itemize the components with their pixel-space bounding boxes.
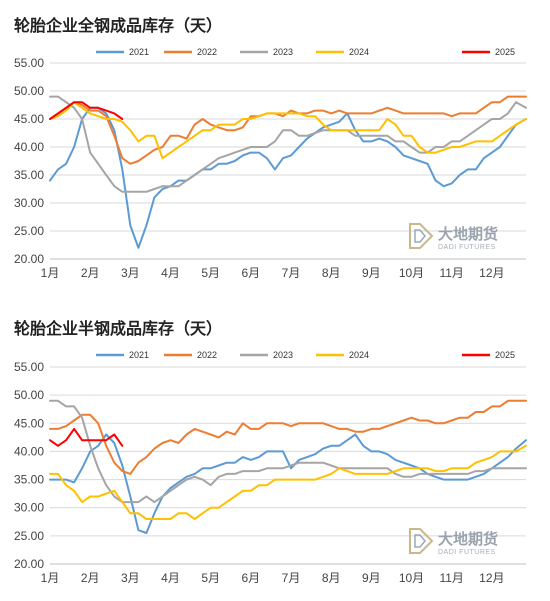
x-tick-label: 5月 <box>201 571 220 585</box>
logo-icon <box>409 223 434 249</box>
x-tick-label: 12月 <box>479 571 504 585</box>
chart-title-semi-steel: 轮胎企业半钢成品库存（天） <box>14 319 222 338</box>
y-tick-label: 50.00 <box>14 388 44 402</box>
x-tick-label: 7月 <box>282 266 301 280</box>
watermark-name-cn: 大地期货 <box>438 530 498 548</box>
x-tick-label: 9月 <box>362 571 381 585</box>
x-tick-label: 2月 <box>81 571 100 585</box>
y-tick-label: 25.00 <box>14 529 44 543</box>
series-line-2024 <box>49 101 527 160</box>
chart-title-full-steel: 轮胎企业全钢成品库存（天） <box>14 16 222 35</box>
series-line-2025 <box>49 427 124 447</box>
x-tick-label: 10月 <box>399 571 424 585</box>
legend-label: 2023 <box>273 350 293 360</box>
x-tick-label: 9月 <box>362 266 381 280</box>
x-tick-label: 3月 <box>121 266 140 280</box>
y-tick-label: 30.00 <box>14 196 44 210</box>
y-tick-label: 20.00 <box>14 252 44 266</box>
series-line-2024 <box>49 444 527 520</box>
x-tick-label: 6月 <box>242 571 261 585</box>
series-line-2023 <box>49 95 527 193</box>
y-tick-label: 35.00 <box>14 473 44 487</box>
legend-label: 2022 <box>197 350 217 360</box>
x-tick-label: 2月 <box>81 266 100 280</box>
y-tick-label: 35.00 <box>14 168 44 182</box>
y-tick-label: 25.00 <box>14 224 44 238</box>
x-tick-label: 7月 <box>282 571 301 585</box>
logo-icon <box>409 528 434 554</box>
y-tick-label: 55.00 <box>14 56 44 70</box>
chart-full-steel-inventory: 20.00 25.00 30.00 35.00 40.00 45.00 50.00 55.00… <box>14 47 527 280</box>
x-tick-label: 10月 <box>399 266 424 280</box>
logo-icon-inner <box>414 534 426 548</box>
legend-label: 2021 <box>129 350 149 360</box>
x-tick-label: 8月 <box>322 266 341 280</box>
x-tick-label: 11月 <box>439 266 463 280</box>
watermark-name-en: DADI FUTURES <box>438 549 496 556</box>
series-line-2023 <box>49 399 527 504</box>
y-tick-label: 55.00 <box>14 360 44 374</box>
x-tick-label: 1月 <box>41 266 60 280</box>
x-tick-label: 4月 <box>161 571 180 585</box>
legend-label: 2022 <box>197 47 217 57</box>
x-tick-label: 4月 <box>161 266 180 280</box>
legend-label: 2025 <box>495 47 515 57</box>
legend-label: 2023 <box>273 47 293 57</box>
y-tick-label: 45.00 <box>14 416 44 430</box>
watermark-name-cn: 大地期货 <box>438 225 498 243</box>
x-tick-label: 12月 <box>479 266 504 280</box>
chart-semi-steel-inventory: 20.00 25.00 30.00 35.00 40.00 45.00 50.00 55.00… <box>14 350 527 585</box>
x-tick-label: 8月 <box>322 571 341 585</box>
x-tick-label: 6月 <box>242 266 261 280</box>
y-tick-label: 40.00 <box>14 140 44 154</box>
y-tick-label: 20.00 <box>14 557 44 571</box>
logo-icon-inner <box>414 229 426 243</box>
x-tick-label: 3月 <box>121 571 140 585</box>
x-tick-label: 11月 <box>439 571 463 585</box>
series-line-2025 <box>49 101 124 120</box>
y-tick-label: 50.00 <box>14 84 44 98</box>
y-tick-label: 45.00 <box>14 112 44 126</box>
y-tick-label: 40.00 <box>14 444 44 458</box>
y-tick-label: 30.00 <box>14 501 44 515</box>
legend-label: 2021 <box>129 47 149 57</box>
series-line-2022 <box>49 399 527 475</box>
legend-label: 2024 <box>349 350 369 360</box>
legend-label: 2025 <box>495 350 515 360</box>
x-tick-label: 1月 <box>41 571 60 585</box>
series-line-2021 <box>49 433 527 534</box>
watermark-name-en: DADI FUTURES <box>438 244 496 251</box>
x-tick-label: 5月 <box>201 266 220 280</box>
series-line-2021 <box>49 106 527 249</box>
legend-label: 2024 <box>349 47 369 57</box>
